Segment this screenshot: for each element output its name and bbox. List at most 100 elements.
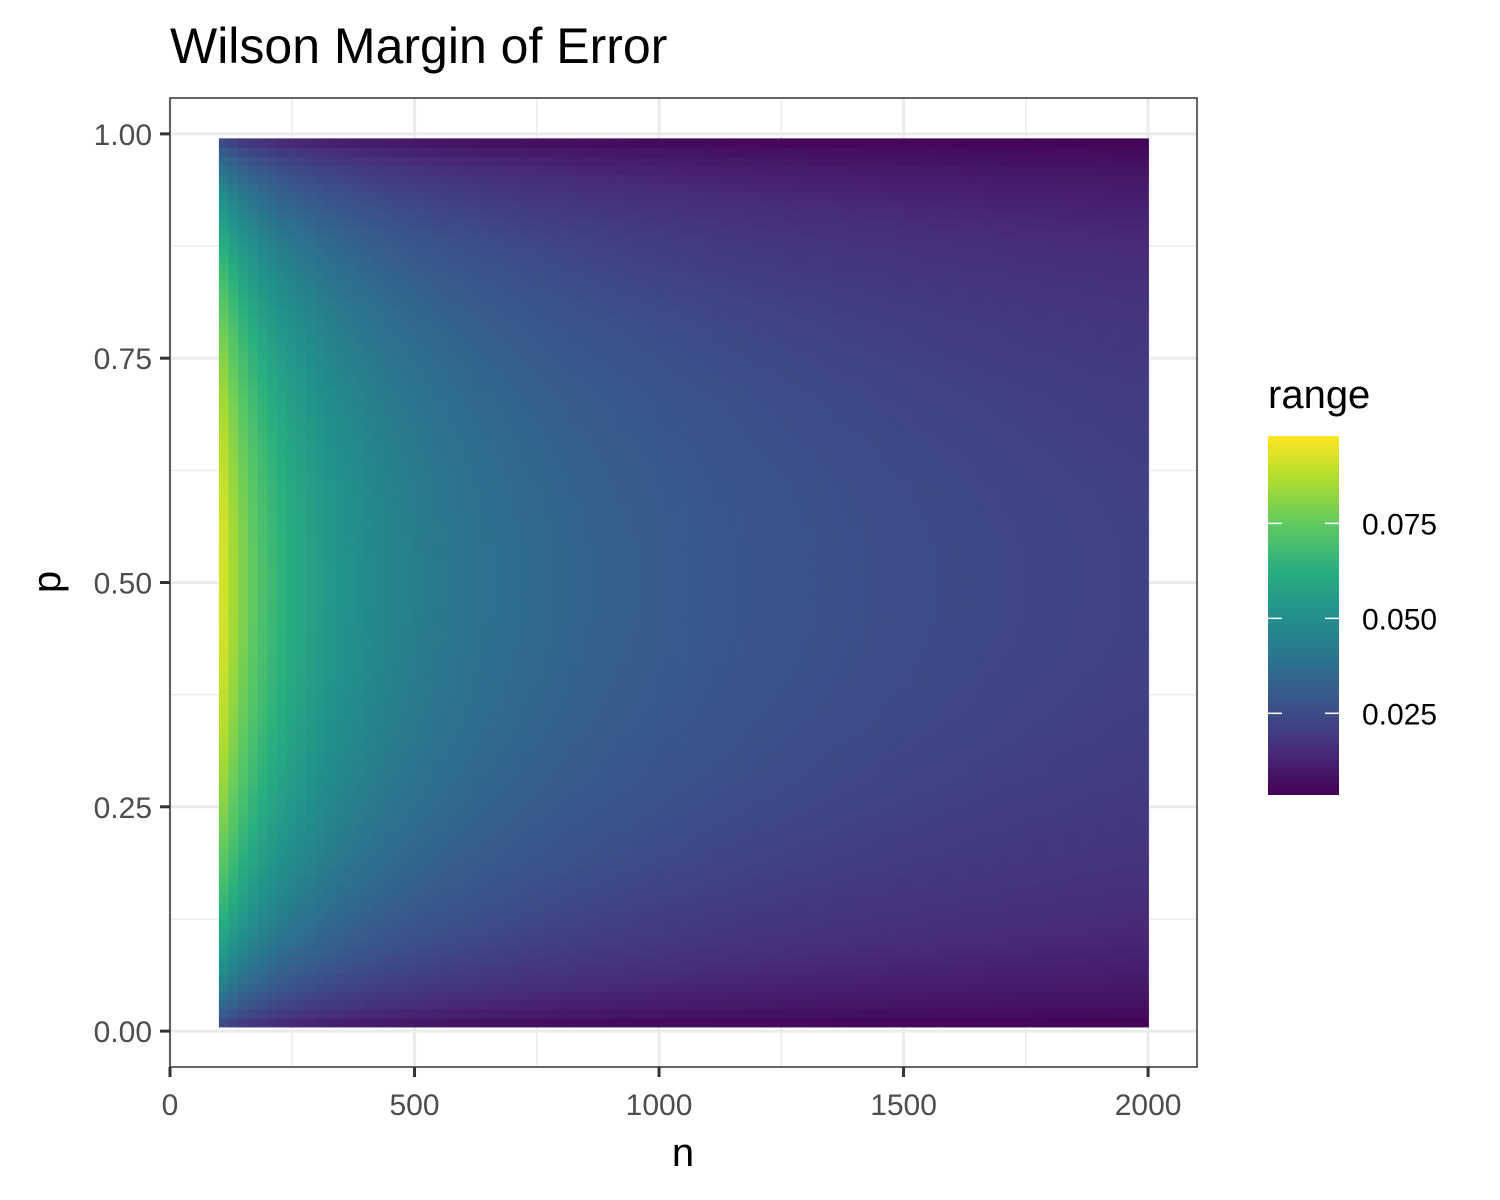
heatmap-cell — [606, 805, 616, 815]
heatmap-cell — [219, 751, 229, 761]
heatmap-cell — [325, 858, 335, 868]
heatmap-cell — [529, 662, 539, 672]
heatmap-cell — [442, 778, 452, 788]
heatmap-cell — [616, 405, 626, 415]
heatmap-cell — [248, 991, 258, 1001]
heatmap-cell — [461, 956, 471, 966]
heatmap-cell — [577, 387, 587, 397]
heatmap-cell — [606, 680, 616, 690]
heatmap-cell — [422, 920, 432, 930]
heatmap-cell — [500, 787, 510, 797]
heatmap-cell — [654, 547, 664, 557]
heatmap-cell — [461, 316, 471, 326]
heatmap-cell — [277, 227, 287, 237]
heatmap-cell — [296, 964, 306, 974]
heatmap-cell — [451, 281, 461, 291]
heatmap-cell — [248, 511, 258, 521]
heatmap-cell — [403, 272, 413, 282]
heatmap-cell — [325, 956, 335, 966]
heatmap-cell — [354, 698, 364, 708]
heatmap-cell — [229, 432, 239, 442]
heatmap-cell — [229, 778, 239, 788]
heatmap-cell — [229, 511, 239, 521]
heatmap-cell — [267, 778, 277, 788]
heatmap-cell — [664, 858, 674, 868]
heatmap-cell — [325, 227, 335, 237]
heatmap-cell — [616, 645, 626, 655]
heatmap-cell — [442, 1000, 452, 1010]
heatmap-cell — [490, 503, 500, 513]
heatmap-cell — [412, 316, 422, 326]
heatmap-cell — [238, 867, 248, 877]
heatmap-cell — [316, 227, 326, 237]
heatmap-cell — [664, 591, 674, 601]
heatmap-cell — [664, 254, 674, 264]
heatmap-cell — [345, 485, 355, 495]
heatmap-cell — [403, 778, 413, 788]
heatmap-cell — [354, 458, 364, 468]
heatmap-cell — [471, 751, 481, 761]
heatmap-cell — [219, 929, 229, 939]
heatmap-cell — [306, 147, 316, 157]
heatmap-cell — [403, 138, 413, 148]
heatmap-cell — [538, 662, 548, 672]
heatmap-cell — [519, 698, 529, 708]
heatmap-cell — [654, 627, 664, 637]
heatmap-cell — [577, 289, 587, 299]
heatmap-cell — [654, 787, 664, 797]
heatmap-cell — [451, 760, 461, 770]
heatmap-cell — [587, 867, 597, 877]
heatmap-cell — [267, 627, 277, 637]
heatmap-cell — [432, 574, 442, 584]
heatmap-cell — [393, 565, 403, 575]
heatmap-cell — [335, 183, 345, 193]
heatmap-cell — [306, 343, 316, 353]
heatmap-cell — [693, 947, 703, 957]
heatmap-cell — [558, 618, 568, 628]
heatmap-cell — [267, 973, 277, 983]
heatmap-cell — [596, 574, 606, 584]
heatmap-cell — [645, 796, 655, 806]
heatmap-cell — [277, 209, 287, 219]
heatmap-cell — [422, 440, 432, 450]
heatmap-cell — [345, 600, 355, 610]
heatmap-cell — [684, 583, 694, 593]
heatmap-cell — [335, 805, 345, 815]
heatmap-cell — [374, 929, 384, 939]
heatmap-cell — [296, 254, 306, 264]
heatmap-cell — [500, 227, 510, 237]
heatmap-cell — [529, 369, 539, 379]
heatmap-cell — [296, 725, 306, 735]
heatmap-cell — [403, 387, 413, 397]
heatmap-cell — [480, 174, 490, 184]
heatmap-cell — [625, 565, 635, 575]
heatmap-cell — [606, 600, 616, 610]
heatmap-cell — [374, 671, 384, 681]
heatmap-cell — [664, 405, 674, 415]
heatmap-cell — [296, 760, 306, 770]
heatmap-cell — [548, 929, 558, 939]
heatmap-cell — [587, 520, 597, 530]
heatmap-cell — [625, 440, 635, 450]
heatmap-cell — [635, 662, 645, 672]
heatmap-cell — [422, 591, 432, 601]
heatmap-cell — [412, 556, 422, 566]
heatmap-cell — [490, 156, 500, 166]
heatmap-cell — [316, 831, 326, 841]
heatmap-cell — [625, 414, 635, 424]
heatmap-cell — [267, 858, 277, 868]
heatmap-cell — [529, 645, 539, 655]
heatmap-cell — [393, 947, 403, 957]
heatmap-cell — [219, 947, 229, 957]
heatmap-cell — [345, 591, 355, 601]
heatmap-cell — [383, 245, 393, 255]
heatmap-cell — [277, 307, 287, 317]
heatmap-cell — [625, 609, 635, 619]
heatmap-cell — [529, 956, 539, 966]
heatmap-cell — [529, 378, 539, 388]
heatmap-cell — [403, 165, 413, 175]
heatmap-cell — [490, 520, 500, 530]
heatmap-cell — [519, 485, 529, 495]
heatmap-cell — [645, 734, 655, 744]
heatmap-cell — [345, 378, 355, 388]
